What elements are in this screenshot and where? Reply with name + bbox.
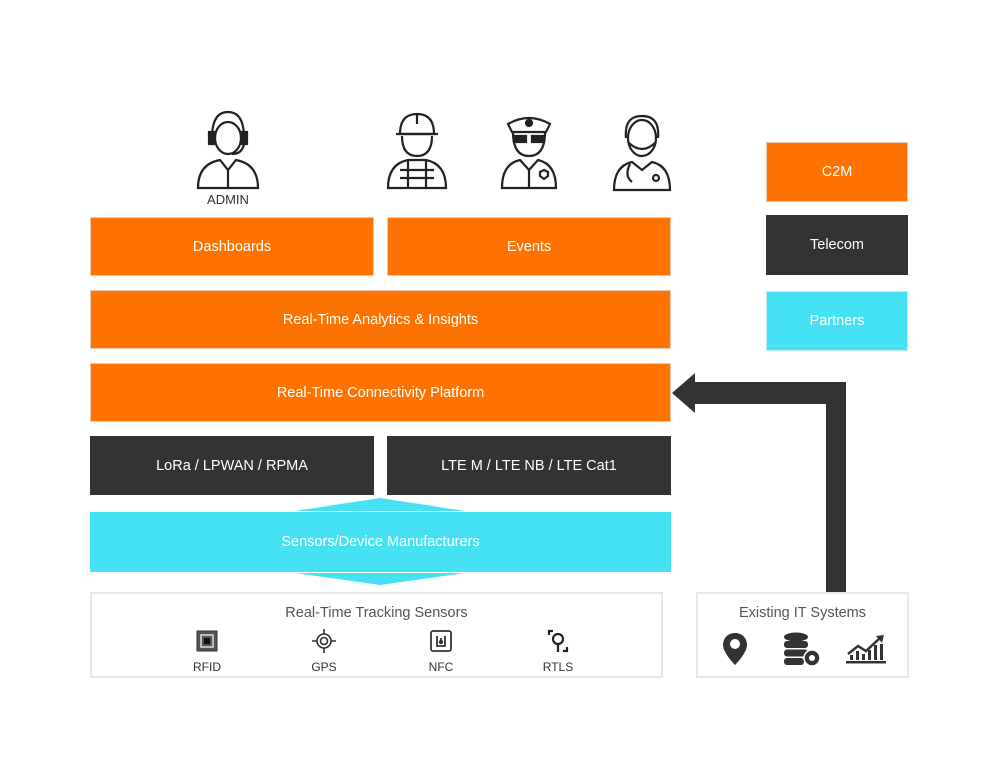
admin-label: ADMIN bbox=[207, 192, 249, 207]
events-box: Events bbox=[387, 217, 671, 276]
telecom-box: Telecom bbox=[766, 215, 908, 275]
gps-target-icon bbox=[312, 629, 336, 653]
partners-box: Partners bbox=[766, 291, 908, 351]
rfid-chip-icon bbox=[196, 630, 218, 652]
map-pin-icon bbox=[723, 633, 747, 665]
existing-it-panel: Existing IT Systems bbox=[696, 592, 909, 678]
chart-growth-icon bbox=[846, 635, 886, 664]
integration-arrow-icon bbox=[672, 373, 846, 592]
nfc-icon bbox=[430, 630, 452, 652]
tracking-sensors-panel: Real-Time Tracking Sensors RFID GPS NFC … bbox=[90, 592, 663, 678]
database-gear-icon bbox=[784, 632, 821, 667]
sensors-arrow-shape bbox=[295, 498, 465, 585]
tracking-item-label: RFID bbox=[193, 660, 221, 674]
tracking-item-label: NFC bbox=[428, 660, 454, 674]
existing-it-title: Existing IT Systems bbox=[738, 605, 867, 621]
sensors-manufacturers-box: Sensors/Device Manufacturers bbox=[90, 512, 671, 572]
analytics-box: Real-Time Analytics & Insights bbox=[90, 290, 671, 349]
connectivity-platform-box: Real-Time Connectivity Platform bbox=[90, 363, 671, 422]
tracking-item-label: RTLS bbox=[542, 660, 574, 674]
admin-headset-person-icon bbox=[196, 110, 260, 190]
lte-box: LTE M / LTE NB / LTE Cat1 bbox=[387, 436, 671, 495]
c2m-box: C2M bbox=[766, 142, 908, 202]
police-officer-icon bbox=[500, 116, 558, 190]
doctor-icon bbox=[612, 114, 672, 192]
lora-box: LoRa / LPWAN / RPMA bbox=[90, 436, 374, 495]
dashboards-box: Dashboards bbox=[90, 217, 374, 276]
tracking-item-label: GPS bbox=[311, 660, 337, 674]
tracking-sensors-title: Real-Time Tracking Sensors bbox=[285, 605, 468, 621]
construction-worker-icon bbox=[386, 112, 448, 190]
rtls-icon bbox=[547, 629, 569, 653]
